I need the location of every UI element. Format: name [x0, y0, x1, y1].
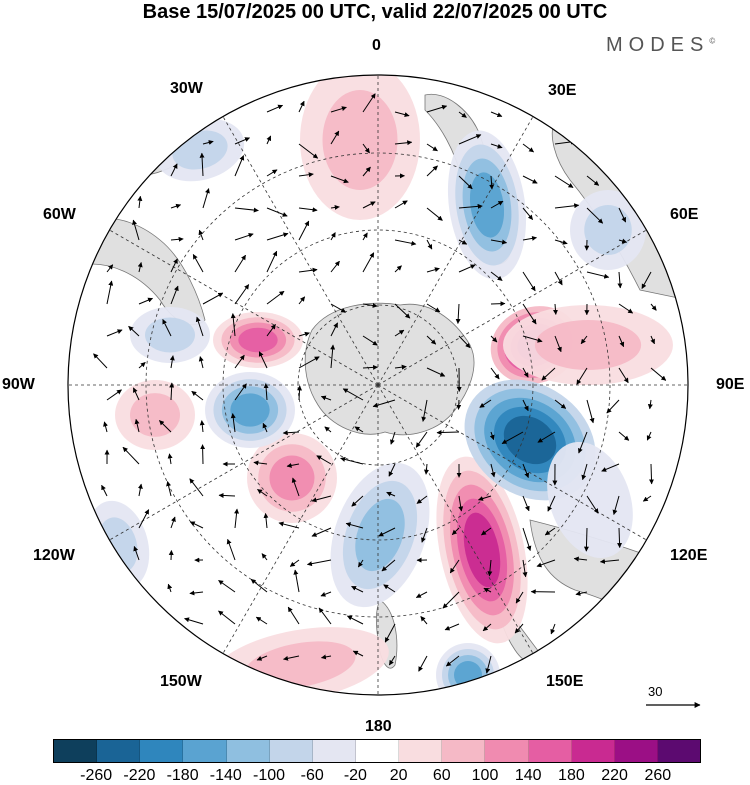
colorbar-tick-label: -60	[301, 767, 324, 785]
wind-arrow	[586, 528, 587, 551]
colorbar-tick-label: 100	[472, 767, 499, 785]
colorbar-tick-label: 180	[558, 767, 585, 785]
colorbar-swatch	[227, 740, 270, 762]
lon-label-30w: 30W	[170, 80, 203, 98]
colorbar-swatch	[615, 740, 658, 762]
colorbar-swatch	[270, 740, 313, 762]
map-field	[60, 60, 700, 715]
colorbar-swatch	[572, 740, 615, 762]
anomaly-contour	[238, 328, 277, 353]
anomaly-contour	[270, 456, 315, 501]
lon-label-60e: 60E	[670, 206, 698, 224]
colorbar-tick-label: -140	[210, 767, 242, 785]
anomaly-contour	[130, 393, 180, 437]
colorbar-swatch	[313, 740, 356, 762]
wind-arrow	[619, 528, 620, 548]
reference-vector-label: 30	[648, 684, 662, 699]
wind-arrow	[491, 303, 505, 304]
colorbar-swatch	[485, 740, 528, 762]
anomaly-contour	[535, 320, 641, 370]
lon-label-180: 180	[365, 718, 392, 736]
colorbar-tick-label: -100	[253, 767, 285, 785]
colorbar-swatches	[53, 739, 701, 763]
colorbar-tick-label: -20	[344, 767, 367, 785]
lon-label-90w: 90W	[2, 376, 35, 394]
colorbar-tick-label: -220	[123, 767, 155, 785]
colorbar-swatch	[183, 740, 226, 762]
colorbar-ticks: -260 -220 -180 -140 -100 -60 -20 20 60 100 140 180 2…	[53, 767, 701, 785]
colorbar-swatch	[54, 740, 97, 762]
wind-arrow	[651, 464, 652, 484]
colorbar-swatch	[529, 740, 572, 762]
lon-label-150e: 150E	[546, 673, 583, 691]
lon-label-90e: 90E	[716, 376, 744, 394]
colorbar-tick-label: -180	[167, 767, 199, 785]
lon-label-0: 0	[372, 37, 381, 55]
wind-arrow	[458, 400, 459, 409]
lon-label-60w: 60W	[43, 206, 76, 224]
lon-label-150w: 150W	[160, 673, 202, 691]
land-area	[305, 303, 474, 435]
colorbar-tick-label: 140	[515, 767, 542, 785]
colorbar-tick-label: 260	[644, 767, 671, 785]
colorbar-swatch	[658, 740, 700, 762]
colorbar-swatch	[442, 740, 485, 762]
colorbar-swatch	[356, 740, 399, 762]
lon-label-120w: 120W	[33, 547, 75, 565]
colorbar-tick-label: 220	[601, 767, 628, 785]
colorbar-swatch	[140, 740, 183, 762]
colorbar-tick-label: 20	[390, 767, 408, 785]
lon-label-120e: 120E	[670, 547, 707, 565]
colorbar-tick-label: -260	[80, 767, 112, 785]
wind-arrow	[437, 432, 459, 433]
colorbar-swatch	[399, 740, 442, 762]
lon-label-30e: 30E	[548, 82, 576, 100]
colorbar-swatch	[97, 740, 140, 762]
colorbar-tick-label: 60	[433, 767, 451, 785]
